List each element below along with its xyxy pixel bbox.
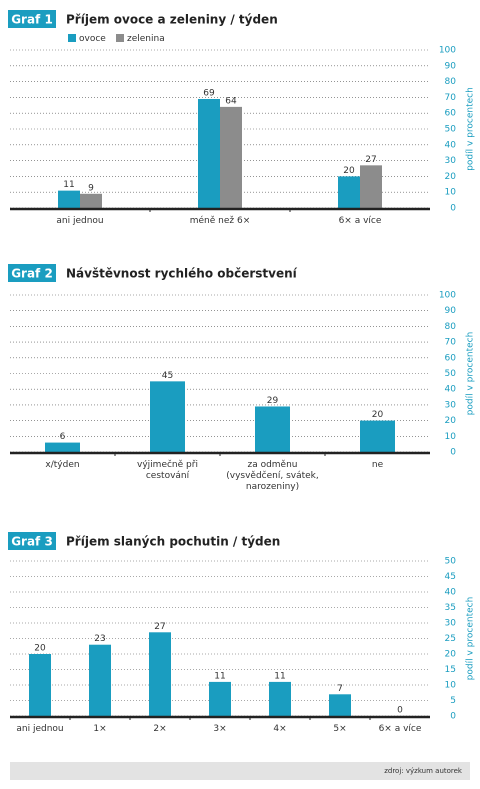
value-label: 20 (343, 166, 355, 176)
y-axis-label: podíl v procentech (466, 332, 476, 416)
value-label: 23 (94, 634, 105, 644)
x-tick-label: 4× (273, 724, 287, 734)
x-tick-label: 1× (93, 724, 107, 734)
y-tick-label: 30 (445, 619, 457, 629)
value-label: 11 (274, 671, 285, 681)
value-label: 64 (225, 96, 237, 106)
value-label: 11 (214, 671, 225, 681)
y-tick-label: 0 (450, 204, 456, 214)
y-axis-label: podíl v procentech (466, 87, 476, 171)
bar (89, 644, 111, 716)
bar (360, 165, 382, 208)
badge-label: Graf 2 (11, 267, 53, 281)
y-tick-label: 40 (445, 385, 457, 395)
y-tick-label: 60 (445, 353, 457, 363)
value-label: 0 (397, 706, 403, 716)
y-tick-label: 10 (445, 681, 457, 691)
bar (255, 406, 290, 452)
bar (58, 190, 80, 208)
x-tick-label: ne (371, 460, 384, 470)
legend-swatch (68, 34, 76, 42)
y-tick-label: 50 (445, 369, 457, 379)
x-tick-label: x/týden (45, 460, 80, 470)
x-tick-label: méně než 6× (189, 216, 251, 226)
y-tick-label: 40 (445, 140, 457, 150)
y-tick-label: 30 (445, 156, 457, 166)
y-tick-label: 70 (445, 93, 457, 103)
value-label: 45 (162, 371, 173, 381)
y-tick-label: 90 (445, 61, 457, 71)
y-tick-label: 50 (445, 557, 457, 567)
y-tick-label: 50 (445, 125, 457, 135)
value-label: 27 (154, 622, 165, 632)
bar (360, 420, 395, 452)
value-label: 7 (337, 684, 343, 694)
legend-label: zelenina (127, 34, 165, 44)
bar (220, 106, 242, 208)
badge (8, 532, 56, 550)
bar (80, 193, 102, 208)
x-tick-label: 5× (333, 724, 347, 734)
value-label: 11 (63, 180, 74, 190)
x-tick-label: 3× (213, 724, 227, 734)
y-tick-label: 90 (445, 306, 457, 316)
x-tick-label: za odměnu (vysvědčení, svátek, narozenin… (226, 460, 319, 492)
chart-title: Návštěvnost rychlého občerstvení (66, 267, 298, 281)
bar (29, 654, 51, 716)
y-tick-label: 0 (450, 448, 456, 458)
bar (149, 632, 171, 716)
y-tick-label: 0 (450, 712, 456, 722)
bar (338, 176, 360, 208)
y-tick-label: 5 (450, 696, 456, 706)
chart-title: Příjem ovoce a zeleniny / týden (66, 13, 278, 27)
value-label: 20 (372, 410, 384, 420)
y-tick-label: 45 (445, 572, 456, 582)
legend-label: ovoce (79, 34, 106, 44)
value-label: 9 (88, 183, 94, 193)
badge-label: Graf 1 (11, 13, 53, 27)
y-tick-label: 20 (445, 416, 457, 426)
bar (45, 442, 80, 452)
legend-swatch (116, 34, 124, 42)
y-tick-label: 80 (445, 77, 457, 87)
x-tick-label: 6× a více (338, 216, 382, 226)
badge (8, 264, 56, 282)
y-tick-label: 20 (445, 172, 457, 182)
y-tick-label: 70 (445, 338, 457, 348)
chart-title: Příjem slaných pochutin / týden (66, 535, 280, 549)
value-label: 69 (203, 88, 215, 98)
value-label: 20 (34, 644, 46, 654)
y-tick-label: 20 (445, 650, 457, 660)
bar (150, 381, 185, 452)
y-tick-label: 25 (445, 634, 456, 644)
bar (269, 681, 291, 716)
x-tick-label: výjimečně při cestování (137, 460, 198, 481)
y-axis-label: podíl v procentech (466, 597, 476, 681)
y-tick-label: 35 (445, 603, 456, 613)
y-tick-label: 100 (439, 291, 456, 301)
x-tick-label: ani jednou (56, 216, 104, 226)
y-tick-label: 40 (445, 588, 457, 598)
bar (209, 681, 231, 716)
source: zdroj: výzkum autorek (10, 762, 470, 780)
value-label: 29 (267, 396, 279, 406)
bar (329, 694, 351, 716)
y-tick-label: 30 (445, 400, 457, 410)
y-tick-label: 60 (445, 109, 457, 119)
x-tick-label: 2× (153, 724, 167, 734)
x-tick-label: ani jednou (16, 724, 64, 734)
badge-label: Graf 3 (11, 535, 53, 549)
badge (8, 10, 56, 28)
value-label: 6 (60, 432, 66, 442)
x-tick-label: 6× a více (378, 724, 422, 734)
y-tick-label: 80 (445, 322, 457, 332)
y-tick-label: 100 (439, 46, 456, 56)
bar (198, 98, 220, 208)
y-tick-label: 10 (445, 188, 457, 198)
y-tick-label: 15 (445, 665, 456, 675)
y-tick-label: 10 (445, 432, 457, 442)
value-label: 27 (365, 155, 376, 165)
